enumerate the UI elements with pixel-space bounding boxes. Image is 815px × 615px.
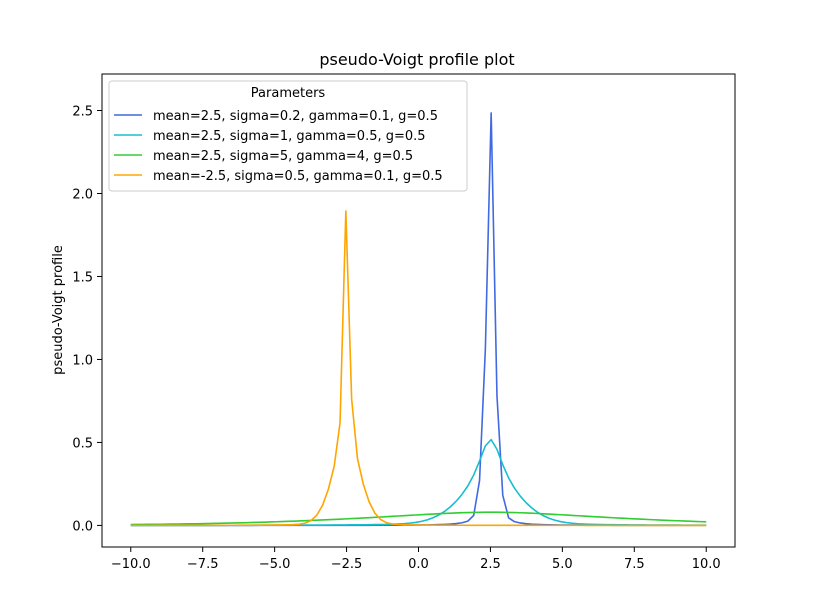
legend-box	[108, 80, 468, 192]
legend: Parameters mean=2.5, sigma=0.2, gamma=0.…	[108, 80, 468, 192]
legend-entry-label-2: mean=2.5, sigma=1, gamma=0.5, g=0.5	[153, 129, 426, 144]
y-tick-label: 0.0	[72, 519, 93, 534]
x-tick-label: −10.0	[111, 557, 151, 572]
x-axis: −10.0 −7.5 −5.0 −2.5 0.0 2.5 5.0 7.5 10.0	[111, 547, 721, 572]
legend-entry-label-1: mean=2.5, sigma=0.2, gamma=0.1, g=0.5	[153, 109, 438, 124]
x-tick-label: 7.5	[624, 557, 645, 572]
y-tick-label: 2.5	[72, 105, 93, 120]
x-tick-label: 2.5	[480, 557, 501, 572]
chart-title: pseudo-Voigt profile plot	[319, 50, 514, 69]
series-layer	[130, 112, 707, 527]
series-line-3	[130, 511, 707, 526]
x-tick-label: 5.0	[552, 557, 573, 572]
y-tick-label: 0.5	[72, 436, 93, 451]
y-axis-label: pseudo-Voigt profile	[51, 245, 66, 375]
x-tick-label: −2.5	[331, 557, 363, 572]
x-tick-label: −5.0	[259, 557, 291, 572]
y-tick-label: 2.0	[72, 187, 93, 202]
legend-title: Parameters	[251, 86, 326, 101]
x-tick-label: 0.0	[408, 557, 429, 572]
legend-entries: mean=2.5, sigma=0.2, gamma=0.1, g=0.5 mea…	[114, 109, 443, 184]
legend-entry-label-3: mean=2.5, sigma=5, gamma=4, g=0.5	[153, 149, 413, 164]
x-tick-label: −7.5	[187, 557, 219, 572]
y-axis: 0.0 0.5 1.0 1.5 2.0 2.5	[72, 105, 102, 534]
x-tick-label: 10.0	[692, 557, 721, 572]
y-tick-label: 1.5	[72, 270, 93, 285]
legend-entry-label-4: mean=-2.5, sigma=0.5, gamma=0.1, g=0.5	[153, 169, 443, 184]
series-line-4	[130, 210, 707, 527]
y-tick-label: 1.0	[72, 353, 93, 368]
